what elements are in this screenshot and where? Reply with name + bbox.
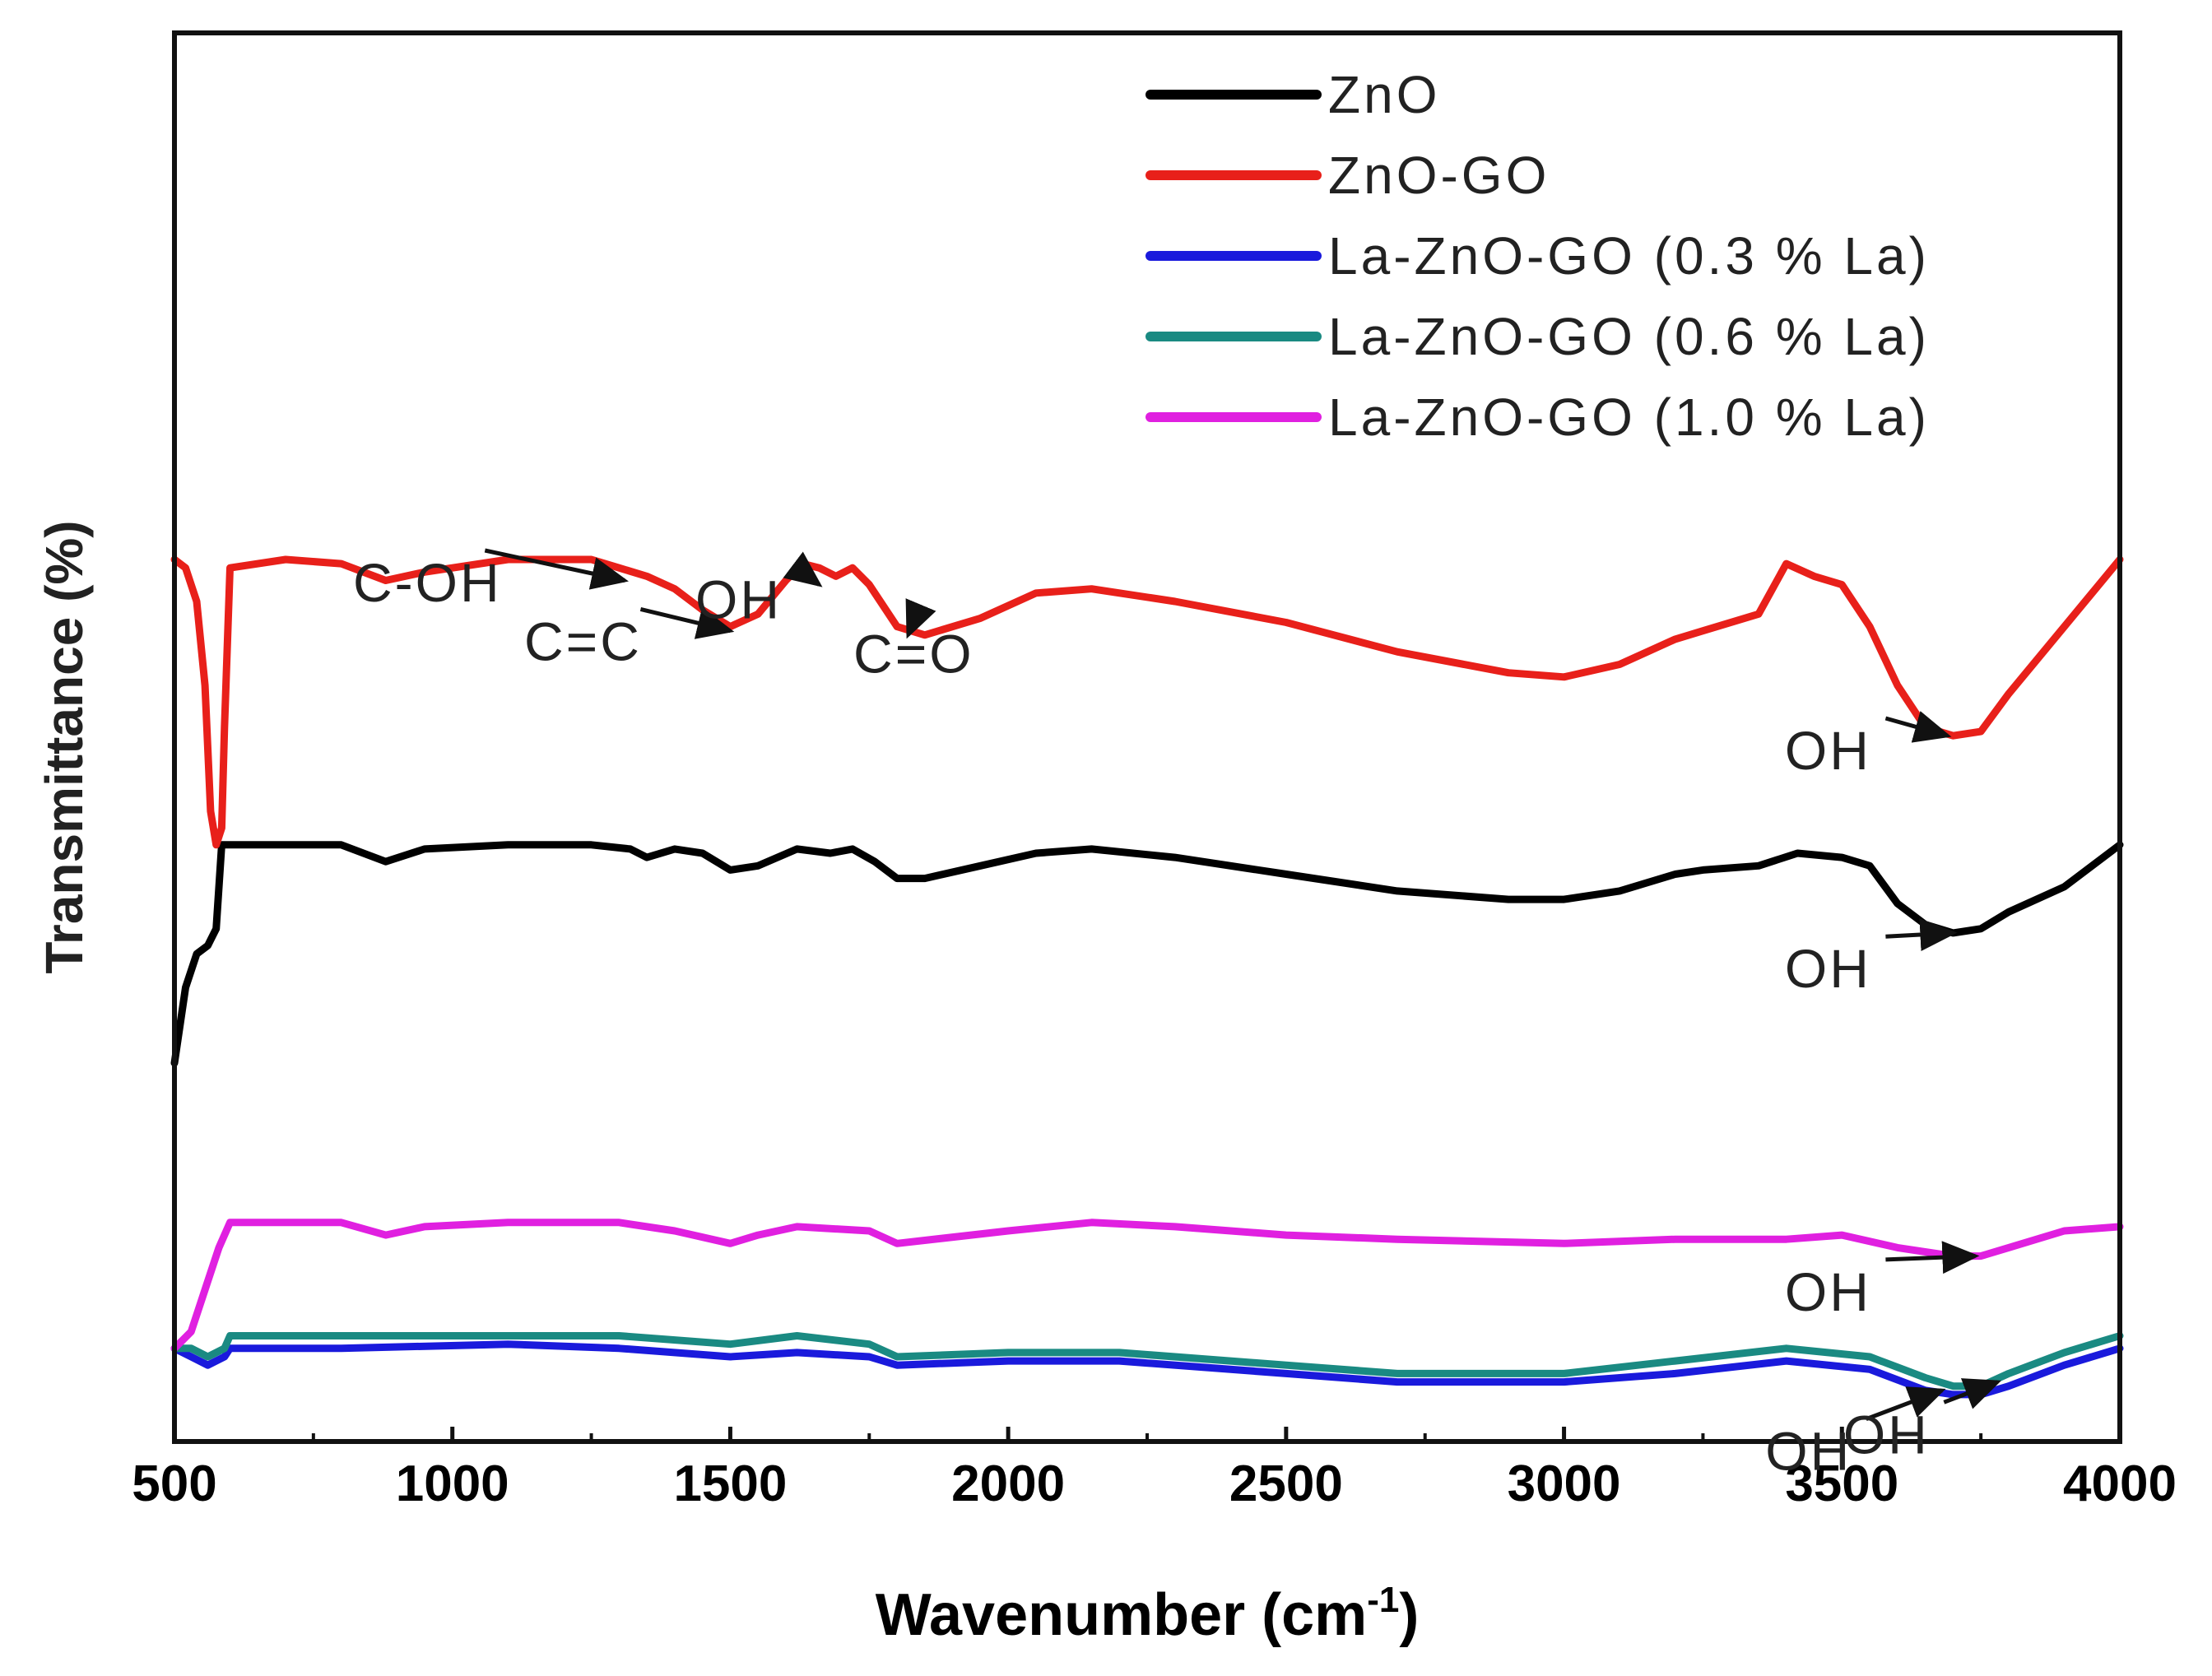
annotation-arrow <box>639 606 735 639</box>
series-line-la-zno-go-1-0-la <box>170 1219 2124 1353</box>
legend-label: La-ZnO-GO (0.6 % La) <box>1328 307 1930 366</box>
annotation-label: OH <box>1765 1421 1852 1482</box>
annotation-arrow <box>1885 1241 1980 1274</box>
x-axis-title-main: Wavenumber (cm <box>876 1582 1367 1648</box>
annotation-label: OH <box>1785 720 1871 781</box>
annotation-arrow <box>1865 1386 1946 1422</box>
legend-item-la-zno-go-0-3-la: La-ZnO-GO (0.3 % La) <box>1146 226 1930 286</box>
legend-item-la-zno-go-1-0-la: La-ZnO-GO (1.0 % La) <box>1146 388 1930 447</box>
y-axis-title: Transmittance (%) <box>35 520 94 973</box>
x-axis-title-sup: -1 <box>1367 1580 1399 1620</box>
annotation-oh-2: OH <box>695 551 823 629</box>
series-line-la-zno-go-0-6-la <box>170 1332 2124 1390</box>
annotation-oh-4: OH <box>1785 711 1952 781</box>
annotation-label: OH <box>1785 1261 1871 1322</box>
annotation-arrow <box>783 551 823 587</box>
series-line-la-zno-go-0-3-la <box>170 1340 2124 1399</box>
annotation-arrow <box>1885 918 1958 951</box>
annotation-label: C-OH <box>353 552 502 613</box>
legend-label: ZnO <box>1328 65 1440 124</box>
x-axis-title: Wavenumber (cm-1) <box>876 1580 1420 1648</box>
annotation-arrow <box>484 548 629 590</box>
x-tick-label-2500: 2500 <box>1229 1455 1343 1512</box>
series-line-zno-go <box>170 555 2124 849</box>
legend-item-zno: ZnO <box>1146 65 1440 124</box>
legend-label: La-ZnO-GO (1.0 % La) <box>1328 388 1930 447</box>
annotation-c-c-1: C=C <box>524 606 735 671</box>
x-axis-title-end: ) <box>1399 1582 1419 1648</box>
annotation-label: OH <box>1843 1404 1930 1465</box>
tick-layer: 500 1000 1500 2000 2500 3000 3500 4000 <box>132 1427 2177 1512</box>
legend-item-la-zno-go-0-6-la: La-ZnO-GO (0.6 % La) <box>1146 307 1930 366</box>
legend: ZnO ZnO-GO La-ZnO-GO (0.3 % La) La-ZnO-GO (… <box>1146 65 1930 447</box>
annotation-label: OH <box>1785 938 1871 999</box>
x-tick-label-3500: 3500 <box>1785 1455 1898 1512</box>
legend-label: La-ZnO-GO (0.3 % La) <box>1328 226 1930 286</box>
x-tick-label-1500: 1500 <box>673 1455 787 1512</box>
annotation-arrow <box>1943 1378 2002 1409</box>
annotation-oh-6: OH <box>1785 1241 1980 1322</box>
annotation-arrow <box>1884 711 1952 743</box>
annotation-c-o-3: C=O <box>853 598 974 685</box>
series-line-zno <box>170 841 2124 1067</box>
annotation-label: C=C <box>524 611 642 671</box>
x-tick-label-4000: 4000 <box>2063 1455 2177 1512</box>
annotation-oh-8: OH <box>1843 1378 2002 1465</box>
annotation-arrow <box>905 598 936 639</box>
legend-item-zno-go: ZnO-GO <box>1146 146 1550 205</box>
annotation-label: C=O <box>853 624 974 685</box>
annotation-oh-5: OH <box>1785 918 1958 999</box>
x-tick-label-3000: 3000 <box>1508 1455 1621 1512</box>
annotation-c-oh-0: C-OH <box>353 548 629 613</box>
series-layer <box>170 555 2124 1399</box>
annotation-oh-7: OH <box>1765 1386 1946 1482</box>
legend-label: ZnO-GO <box>1328 146 1550 205</box>
x-tick-label-2000: 2000 <box>951 1455 1065 1512</box>
annotation-label: OH <box>695 569 782 629</box>
x-tick-label-500: 500 <box>132 1455 216 1512</box>
x-tick-label-1000: 1000 <box>396 1455 509 1512</box>
